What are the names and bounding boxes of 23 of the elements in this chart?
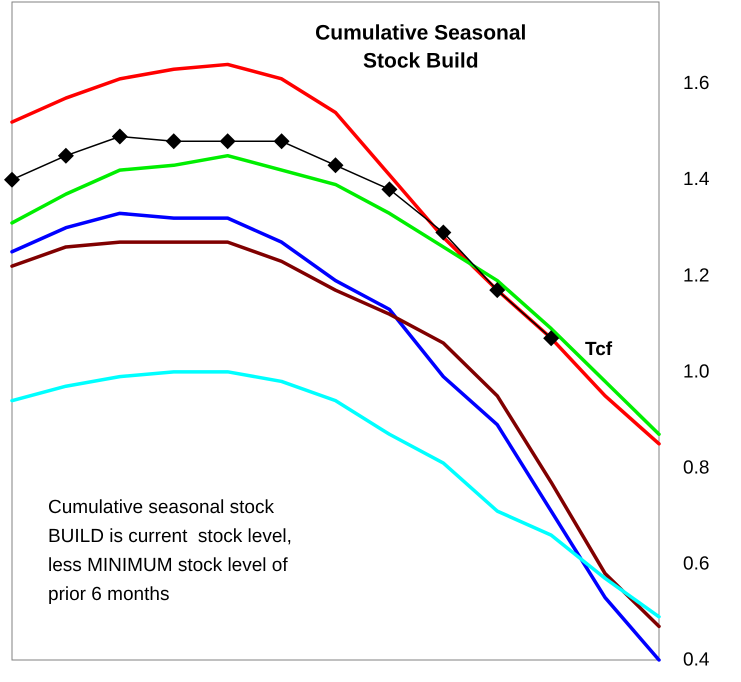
y-tick-label: 0.8 <box>683 457 710 478</box>
point <box>274 133 290 150</box>
point <box>220 133 236 150</box>
y-tick-label: 0.4 <box>683 650 710 670</box>
point <box>4 172 20 188</box>
point <box>58 148 74 164</box>
point <box>543 330 560 346</box>
point <box>435 224 452 241</box>
point <box>381 181 398 198</box>
point <box>112 128 128 144</box>
y-tick-label: 1.6 <box>683 73 710 94</box>
point <box>328 157 344 174</box>
y-tick-label: 1.2 <box>683 265 710 286</box>
text: Cumulative Seasonal Stock Build <box>315 22 526 72</box>
y-tick-label: 1.4 <box>683 169 710 190</box>
y-tick-label: 1.0 <box>683 361 710 382</box>
annotation: Tcf <box>585 339 613 360</box>
annotation: Cumulative seasonal stock BUILD is current stock level, less MINIMUM stock level of prior 6 months <box>48 497 292 605</box>
line-series <box>10 154 661 436</box>
point <box>489 282 506 298</box>
y-tick-label: 0.6 <box>683 553 710 574</box>
point <box>166 133 182 150</box>
line-series <box>10 370 661 619</box>
